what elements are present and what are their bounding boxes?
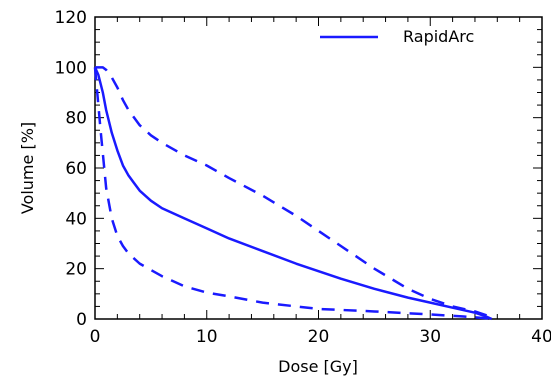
y-tick-label: 120: [55, 8, 87, 28]
x-tick-label: 30: [419, 327, 441, 347]
axis-ticks: [94, 16, 543, 320]
x-tick-label: 10: [196, 327, 218, 347]
y-tick-label: 60: [65, 159, 87, 179]
y-tick-label: 100: [55, 58, 87, 78]
x-axis-label: Dose [Gy]: [278, 357, 358, 376]
y-tick-label: 20: [65, 260, 87, 280]
dashed-series-line-1: [95, 66, 493, 321]
legend: RapidArc: [320, 27, 474, 46]
legend-label-rapidarc: RapidArc: [403, 27, 474, 46]
solid-series-line-0: [93, 66, 493, 321]
dashed-series-line-2: [93, 67, 492, 321]
y-tick-label: 80: [65, 109, 87, 129]
plot-frame: [94, 16, 543, 320]
y-axis-label: Volume [%]: [18, 122, 37, 214]
series-layer: [93, 66, 493, 321]
y-tick-label: 0: [76, 310, 87, 330]
tick-labels: 0 10 20 30 40 0 20 40 60 80 100 120: [55, 8, 551, 347]
x-tick-label: 0: [90, 327, 101, 347]
x-tick-label: 20: [308, 327, 330, 347]
x-tick-label: 40: [531, 327, 551, 347]
y-tick-label: 40: [65, 209, 87, 229]
